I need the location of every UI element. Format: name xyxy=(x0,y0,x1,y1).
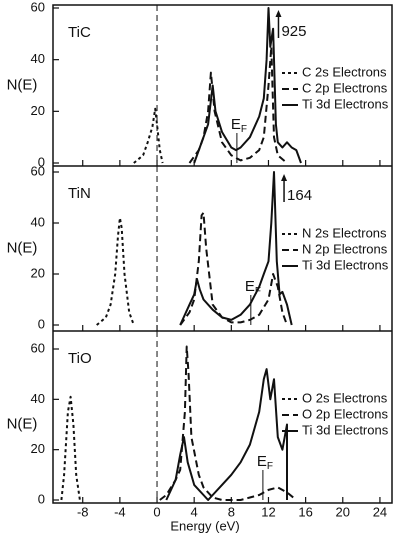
dos-curve xyxy=(133,107,164,164)
legend-label: N 2p Electrons xyxy=(302,241,388,256)
fermi-label: EF xyxy=(245,278,261,297)
panel-label: TiC xyxy=(68,24,91,41)
x-tick-label: -4 xyxy=(114,504,126,519)
panel-label: TiN xyxy=(68,185,91,202)
x-tick-label: 8 xyxy=(228,504,235,519)
y-tick-label: 40 xyxy=(31,214,45,229)
fermi-sub: F xyxy=(255,286,261,297)
x-tick-label: 12 xyxy=(261,504,275,519)
panel-label: TiO xyxy=(68,350,92,367)
x-tick-label: 16 xyxy=(298,504,312,519)
x-tick-label: -8 xyxy=(77,504,89,519)
y-tick-label: 60 xyxy=(31,340,45,355)
fermi-sub: F xyxy=(267,461,273,472)
dos-curve xyxy=(193,7,302,164)
dos-curve xyxy=(159,345,297,501)
y-tick-label: 40 xyxy=(31,391,45,406)
peak-arrowhead xyxy=(275,10,282,17)
dos-curve xyxy=(96,216,135,326)
fermi-e: E xyxy=(257,453,267,470)
dos-curve xyxy=(179,171,293,326)
x-tick-label: 4 xyxy=(191,504,198,519)
legend-label: Ti 3d Electrons xyxy=(302,257,389,272)
dos-curve xyxy=(179,211,288,326)
dos-curve xyxy=(188,45,288,164)
fermi-e: E xyxy=(245,278,255,295)
dos-curve xyxy=(60,395,81,501)
peak-label: 925 xyxy=(281,23,306,40)
x-tick-label: 0 xyxy=(153,504,160,519)
y-axis-label: N(E) xyxy=(7,76,38,93)
y-tick-label: 20 xyxy=(31,103,45,118)
legend-label: C 2s Electrons xyxy=(302,64,387,79)
peak-label: 164 xyxy=(287,187,312,204)
peak-arrowhead xyxy=(281,174,288,181)
legend-label: C 2p Electrons xyxy=(302,80,388,95)
y-tick-label: 0 xyxy=(38,316,45,331)
fermi-sub: F xyxy=(241,124,247,135)
legend-label: O 2s Electrons xyxy=(302,390,388,405)
fermi-e: E xyxy=(231,116,241,133)
legend-label: Ti 3d Electrons xyxy=(302,96,389,111)
x-tick-label: 24 xyxy=(373,504,387,519)
fermi-label: EF xyxy=(231,116,247,135)
legend-label: Ti 3d Electrons xyxy=(302,422,389,437)
y-axis-label: N(E) xyxy=(7,415,38,432)
frame xyxy=(52,4,393,504)
y-tick-label: 0 xyxy=(38,491,45,506)
x-tick-label: 20 xyxy=(336,504,350,519)
y-tick-label: 0 xyxy=(38,154,45,169)
legend-label: O 2p Electrons xyxy=(302,406,388,421)
dos-curve xyxy=(165,368,288,501)
legend-label: N 2s Electrons xyxy=(302,225,387,240)
y-tick-label: 60 xyxy=(31,163,45,178)
y-tick-label: 60 xyxy=(31,0,45,14)
fermi-label: EF xyxy=(257,453,273,472)
y-tick-label: 20 xyxy=(31,441,45,456)
x-axis-label: Energy (eV) xyxy=(170,518,239,533)
y-axis-label: N(E) xyxy=(7,239,38,256)
y-tick-label: 20 xyxy=(31,265,45,280)
y-tick-label: 40 xyxy=(31,51,45,66)
